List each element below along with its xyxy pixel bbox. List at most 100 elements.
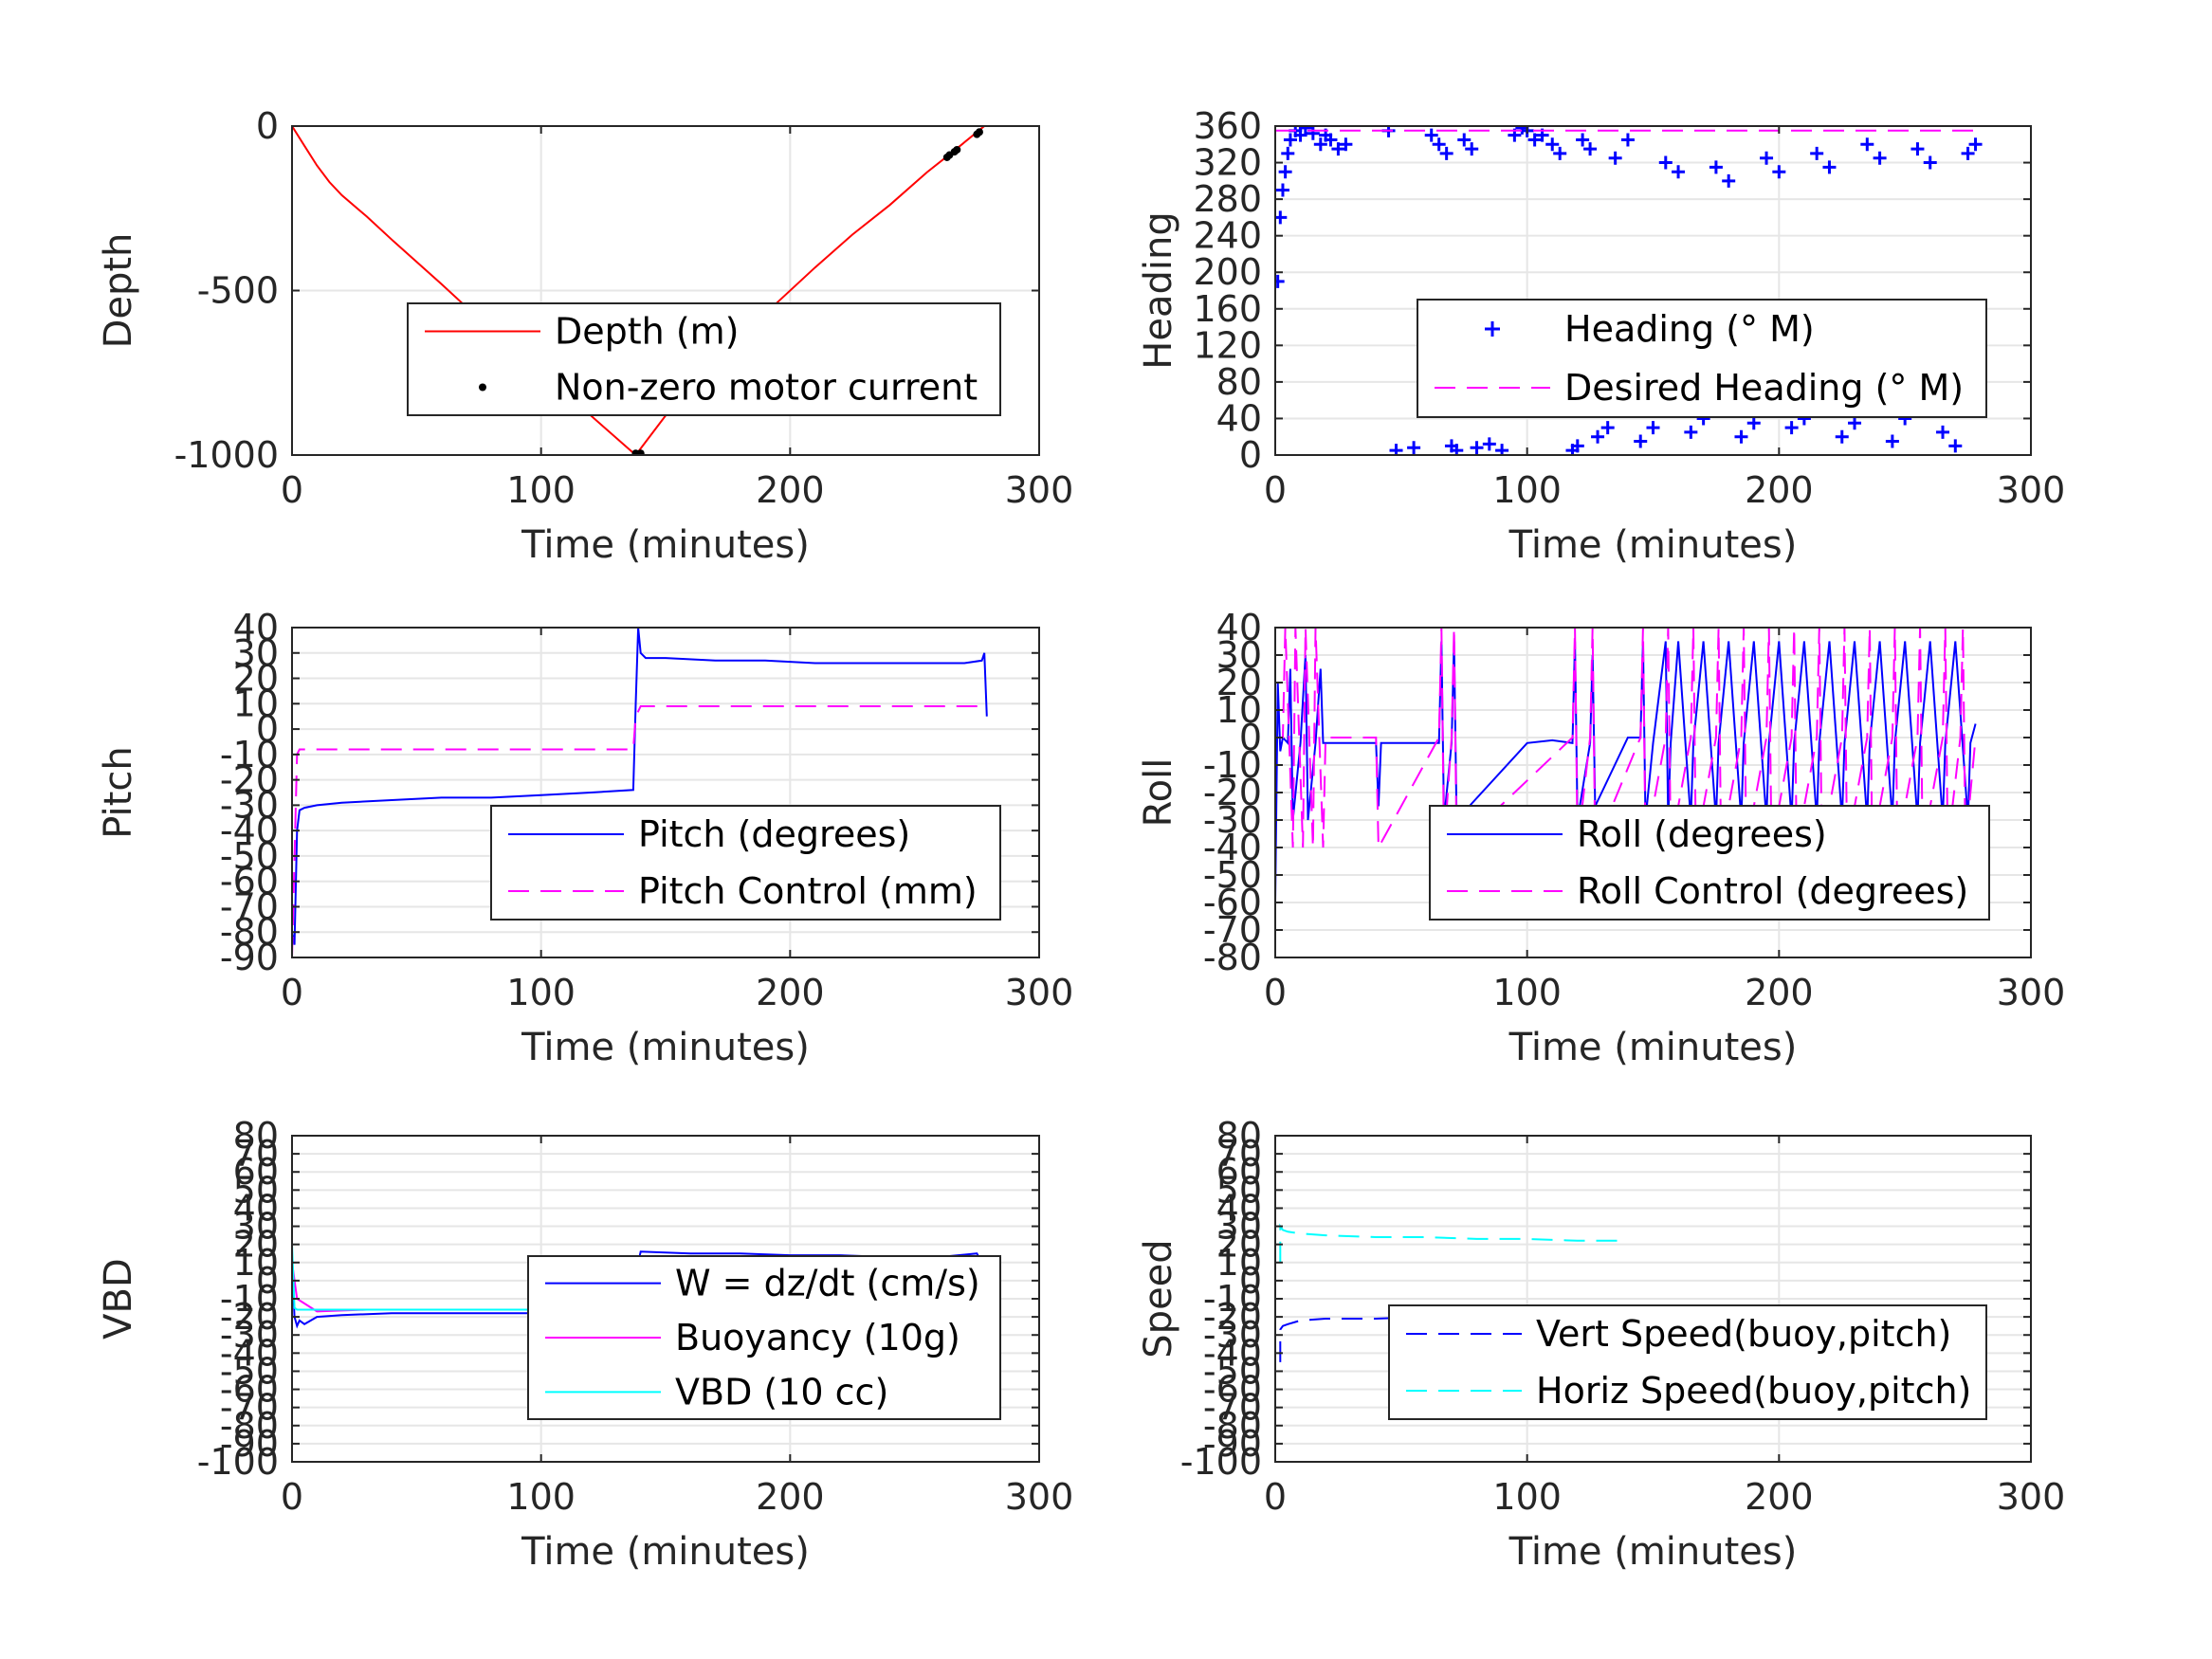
data-point	[1672, 165, 1686, 179]
data-point	[1432, 137, 1446, 152]
y-tick-label: -30	[1203, 1314, 1262, 1356]
y-tick-label: -40	[220, 810, 279, 851]
data-point	[1278, 165, 1292, 179]
legend-label: W = dz/dt (cm/s)	[675, 1263, 980, 1304]
x-tick-label: 0	[1264, 972, 1287, 1013]
y-axis-label: VBD	[97, 1258, 140, 1340]
legend-label: Roll Control (degrees)	[1577, 870, 1968, 912]
x-axis-label: Time (minutes)	[521, 523, 810, 567]
data-point	[1331, 142, 1345, 156]
legend-label: Non-zero motor current	[555, 367, 978, 409]
data-point	[975, 128, 983, 137]
y-axis-label: Heading	[1137, 211, 1180, 369]
data-point	[1936, 425, 1950, 439]
y-tick-label: -30	[220, 1314, 279, 1356]
data-point	[1324, 133, 1338, 147]
series-non-zero-motor-current	[631, 128, 983, 455]
legend-label: Horiz Speed(buoy,pitch)	[1536, 1370, 1971, 1412]
data-point	[1923, 155, 1937, 170]
x-axis-label: Time (minutes)	[1508, 523, 1798, 567]
y-tick-label: -80	[220, 1405, 279, 1447]
y-tick-label: 50	[1216, 1169, 1262, 1211]
y-tick-label: -10	[1203, 1278, 1262, 1320]
data-point	[1860, 137, 1874, 152]
y-tick-label: 80	[1216, 361, 1262, 403]
data-point	[1339, 137, 1353, 152]
y-tick-label: 0	[1239, 434, 1262, 476]
y-tick-label: 30	[1216, 634, 1262, 676]
y-tick-label: -30	[220, 784, 279, 826]
y-tick-label: 10	[233, 683, 279, 724]
x-tick-label: 100	[1492, 1476, 1562, 1518]
data-point	[1424, 128, 1438, 142]
y-tick-label: 320	[1193, 142, 1262, 184]
y-tick-label: -10	[220, 734, 279, 775]
x-tick-label: 0	[1264, 1476, 1287, 1518]
x-tick-label: 300	[1997, 469, 2066, 511]
data-point	[1275, 274, 1285, 288]
y-tick-label: 0	[1239, 717, 1262, 758]
data-point	[1835, 429, 1849, 444]
data-point	[1734, 429, 1748, 444]
legend-box	[490, 805, 1001, 921]
y-tick-label: 280	[1193, 178, 1262, 220]
y-tick-label: 0	[1239, 1260, 1262, 1302]
x-axis-label: Time (minutes)	[521, 1026, 810, 1069]
data-point	[1527, 133, 1542, 147]
y-tick-label: -60	[1203, 882, 1262, 923]
data-point	[1620, 133, 1635, 147]
x-tick-label: 0	[281, 469, 303, 511]
y-tick-label: -70	[220, 885, 279, 927]
axis-box	[1274, 125, 2032, 456]
y-tick-label: -10	[220, 1278, 279, 1320]
subplot-pitch: 0 100 200 300403020100-10-20-30-40-50-60-70…	[97, 607, 1073, 1069]
data-point	[636, 449, 645, 455]
y-tick-label: 80	[1216, 1115, 1262, 1157]
data-point	[1608, 151, 1622, 165]
y-tick-label: -40	[1203, 1332, 1262, 1374]
data-point	[1684, 425, 1698, 439]
data-point	[1576, 133, 1590, 147]
legend-swatch	[479, 383, 486, 392]
legend: Roll (degrees) Roll Control (degrees)	[1429, 805, 1990, 921]
y-tick-label: 10	[233, 1242, 279, 1284]
y-tick-label: 20	[1216, 1224, 1262, 1266]
subplot-vbd: 0 100 200 30080706050403020100-10-20-30-40-…	[97, 1115, 1073, 1574]
data-point	[1746, 416, 1761, 430]
series-pitch-degrees	[292, 628, 988, 945]
legend: Pitch (degrees) Pitch Control (mm)	[490, 805, 1001, 921]
data-point	[1465, 142, 1479, 156]
x-axis-label: Time (minutes)	[521, 1530, 810, 1574]
y-tick-label: -80	[1203, 937, 1262, 978]
y-tick-label: 30	[1216, 1206, 1262, 1248]
legend-box	[407, 302, 1001, 416]
y-tick-label: 80	[233, 1115, 279, 1157]
data-point	[1306, 126, 1320, 140]
y-tick-label: 40	[1216, 1187, 1262, 1229]
y-tick-label: 0	[256, 1260, 279, 1302]
data-point	[1591, 429, 1605, 444]
subplot-roll: 0 100 200 300403020100-10-20-30-40-50-60-70…	[1137, 607, 2065, 1069]
data-point	[1948, 439, 1963, 453]
y-tick-label: -20	[220, 1296, 279, 1338]
y-tick-label: 60	[1216, 1151, 1262, 1193]
data-point	[1646, 421, 1660, 435]
x-tick-label: 0	[1264, 469, 1287, 511]
legend-label: Depth (m)	[555, 311, 740, 353]
y-tick-label: -100	[1180, 1441, 1262, 1483]
legend-box	[1388, 1304, 1987, 1420]
y-tick-label: 20	[233, 1224, 279, 1266]
y-tick-label: -500	[197, 270, 279, 312]
x-tick-label: 200	[1745, 1476, 1814, 1518]
data-point	[1545, 137, 1560, 152]
y-tick-label: 120	[1193, 324, 1262, 366]
data-point	[1822, 160, 1837, 174]
y-tick-label: -90	[220, 937, 279, 978]
subplot-heading: 0 100 200 30004080120160200240280320360Time…	[1137, 105, 2065, 567]
data-point	[1760, 151, 1774, 165]
x-tick-label: 200	[756, 1476, 825, 1518]
data-point	[1407, 441, 1421, 455]
data-point	[1961, 146, 1975, 160]
x-tick-label: 300	[1997, 1476, 2066, 1518]
